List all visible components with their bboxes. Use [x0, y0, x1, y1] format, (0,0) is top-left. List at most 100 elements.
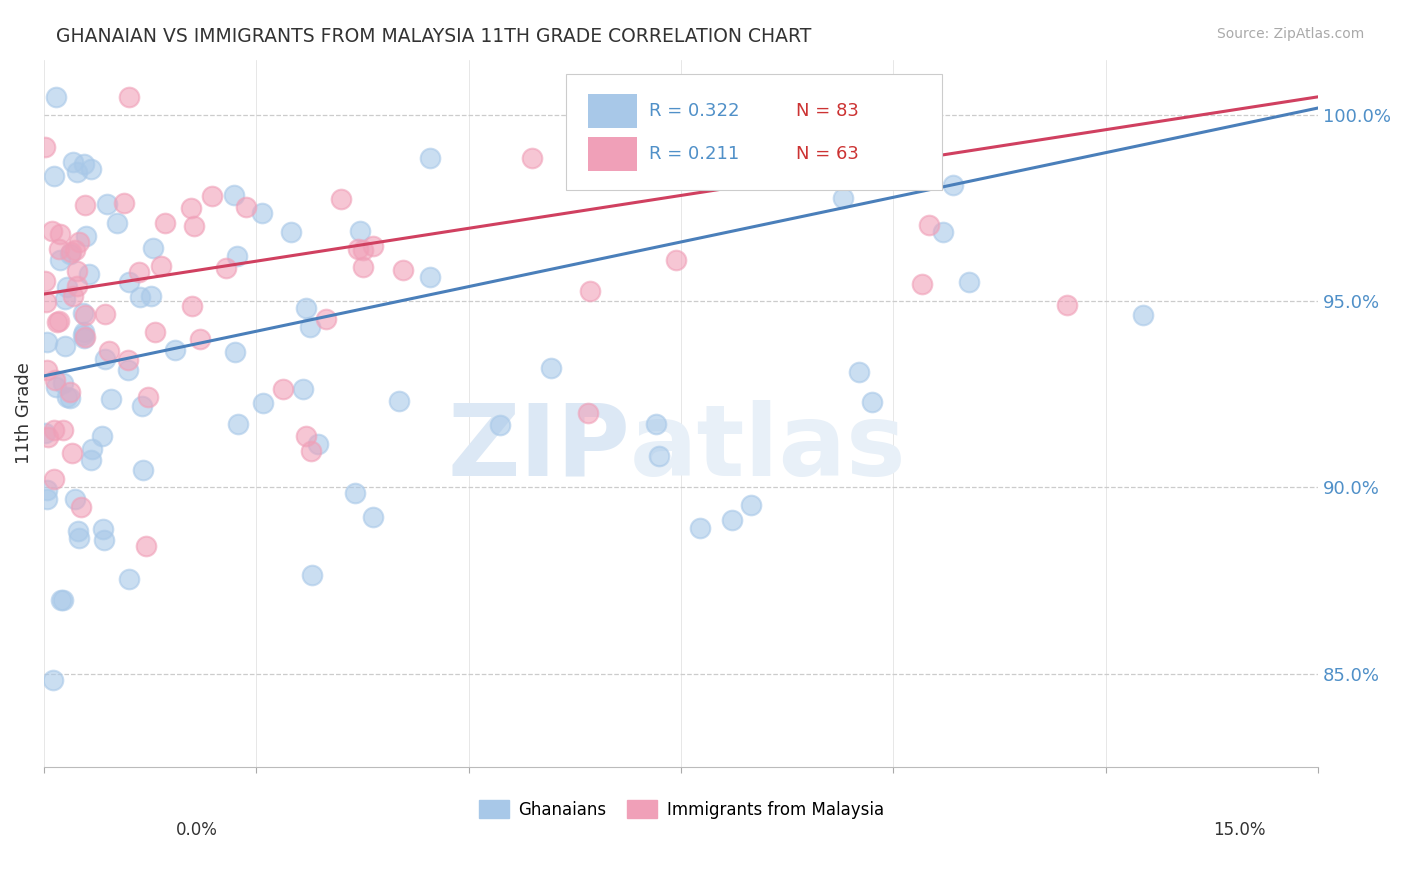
FancyBboxPatch shape — [588, 136, 637, 170]
Point — [112, 196, 135, 211]
Point — [49, 252, 72, 267]
Point — [142, 241, 165, 255]
Point — [34, 425, 56, 440]
Point — [52, 423, 75, 437]
Point — [139, 289, 162, 303]
FancyBboxPatch shape — [588, 95, 637, 128]
Point — [91, 522, 114, 536]
Point — [136, 390, 159, 404]
Point — [388, 394, 411, 409]
Point — [295, 301, 318, 316]
Point — [180, 201, 202, 215]
Point — [94, 306, 117, 320]
Point — [35, 363, 58, 377]
Point — [576, 406, 599, 420]
Point — [540, 360, 562, 375]
Point — [93, 533, 115, 548]
Point — [60, 446, 83, 460]
Point — [917, 219, 939, 233]
Point — [72, 327, 94, 342]
Point — [53, 293, 76, 307]
Point — [49, 227, 72, 241]
Text: atlas: atlas — [630, 400, 907, 497]
Point — [105, 216, 128, 230]
Point — [224, 188, 246, 202]
Point — [37, 483, 59, 497]
Y-axis label: 11th Grade: 11th Grade — [15, 362, 32, 464]
Point — [128, 290, 150, 304]
Point — [226, 417, 249, 431]
Point — [225, 249, 247, 263]
Point — [56, 279, 79, 293]
Point — [932, 225, 955, 239]
Point — [181, 299, 204, 313]
Point — [488, 417, 510, 432]
Point — [153, 216, 176, 230]
Point — [957, 275, 980, 289]
Point — [75, 229, 97, 244]
Point — [118, 276, 141, 290]
Point — [35, 492, 58, 507]
Point — [665, 252, 688, 267]
Point — [831, 191, 853, 205]
Point — [66, 278, 89, 293]
Point — [48, 314, 70, 328]
Text: ZIP: ZIP — [447, 400, 630, 497]
Point — [77, 267, 100, 281]
FancyBboxPatch shape — [567, 74, 942, 190]
Point — [343, 486, 366, 500]
Point — [67, 531, 90, 545]
Point — [910, 90, 932, 104]
Point — [67, 524, 90, 539]
Point — [419, 270, 441, 285]
Point — [117, 353, 139, 368]
Point — [90, 428, 112, 442]
Point — [131, 462, 153, 476]
Point — [301, 567, 323, 582]
Point — [44, 373, 66, 387]
Point — [295, 429, 318, 443]
Point — [697, 90, 720, 104]
Point — [681, 143, 703, 157]
Point — [740, 498, 762, 512]
Point — [419, 151, 441, 165]
Point — [59, 392, 82, 406]
Point — [66, 165, 89, 179]
Point — [201, 189, 224, 203]
Point — [59, 384, 82, 399]
Point — [73, 157, 96, 171]
Point — [271, 382, 294, 396]
Point — [73, 331, 96, 345]
Point — [145, 326, 167, 340]
Point — [37, 335, 59, 350]
Point — [45, 315, 67, 329]
Point — [56, 390, 79, 404]
Point — [41, 224, 63, 238]
Point — [59, 246, 82, 260]
Point — [349, 223, 371, 237]
Point — [645, 417, 668, 431]
Point — [224, 344, 246, 359]
Point — [648, 449, 671, 463]
Point — [188, 332, 211, 346]
Point — [117, 363, 139, 377]
Point — [72, 305, 94, 319]
Text: Source: ZipAtlas.com: Source: ZipAtlas.com — [1216, 27, 1364, 41]
Point — [98, 344, 121, 359]
Text: 0.0%: 0.0% — [176, 821, 218, 838]
Point — [34, 140, 56, 154]
Point — [66, 264, 89, 278]
Point — [329, 193, 352, 207]
Point — [63, 243, 86, 257]
Text: GHANAIAN VS IMMIGRANTS FROM MALAYSIA 11TH GRADE CORRELATION CHART: GHANAIAN VS IMMIGRANTS FROM MALAYSIA 11T… — [56, 27, 811, 45]
Point — [689, 521, 711, 535]
Point — [100, 392, 122, 406]
Point — [44, 90, 66, 104]
Point — [96, 196, 118, 211]
Point — [183, 219, 205, 233]
Point — [235, 200, 257, 214]
Point — [34, 274, 56, 288]
Point — [135, 539, 157, 553]
Point — [75, 308, 97, 322]
Point — [361, 509, 384, 524]
